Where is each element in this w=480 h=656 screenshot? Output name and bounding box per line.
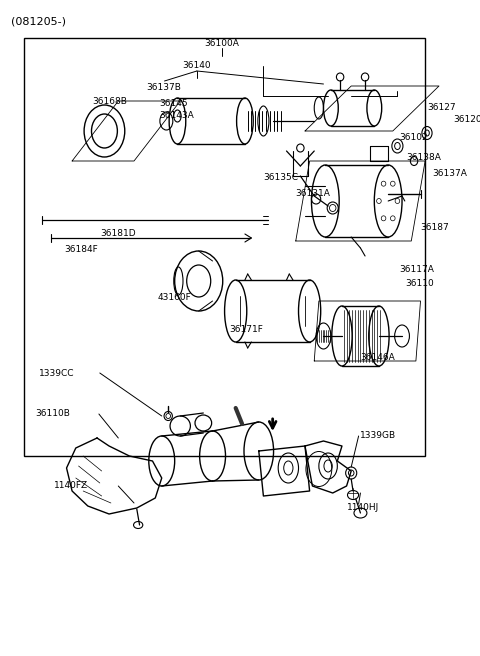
Text: 43160F: 43160F: [157, 293, 191, 302]
Text: 36102: 36102: [399, 134, 428, 142]
Text: 36117A: 36117A: [399, 264, 434, 274]
Text: 36143A: 36143A: [159, 112, 194, 121]
Text: 1339GB: 1339GB: [360, 432, 396, 440]
Text: 36184F: 36184F: [65, 245, 98, 255]
Text: 36168B: 36168B: [93, 96, 127, 106]
Text: 36140: 36140: [182, 62, 211, 70]
Text: 1339CC: 1339CC: [39, 369, 74, 377]
Text: 1140HJ: 1140HJ: [347, 504, 379, 512]
Text: 36110: 36110: [405, 279, 433, 289]
Text: 36146A: 36146A: [360, 354, 395, 363]
Text: 36100A: 36100A: [204, 39, 239, 49]
Text: 36137B: 36137B: [146, 83, 181, 92]
Text: 36120: 36120: [453, 115, 480, 125]
Text: 1140FZ: 1140FZ: [54, 482, 88, 491]
Text: 36137A: 36137A: [432, 169, 468, 178]
Text: 36135C: 36135C: [264, 173, 299, 182]
Bar: [24, 38, 425, 456]
Text: 36171F: 36171F: [229, 325, 263, 335]
Text: 36187: 36187: [420, 224, 449, 232]
Text: 36138A: 36138A: [407, 154, 442, 163]
Text: 36127: 36127: [427, 104, 456, 112]
Text: 36131A: 36131A: [296, 190, 331, 199]
Text: 36145: 36145: [159, 100, 188, 108]
Text: (081205-): (081205-): [11, 16, 66, 26]
Text: 36181D: 36181D: [100, 230, 135, 239]
Text: 36110B: 36110B: [35, 409, 70, 419]
